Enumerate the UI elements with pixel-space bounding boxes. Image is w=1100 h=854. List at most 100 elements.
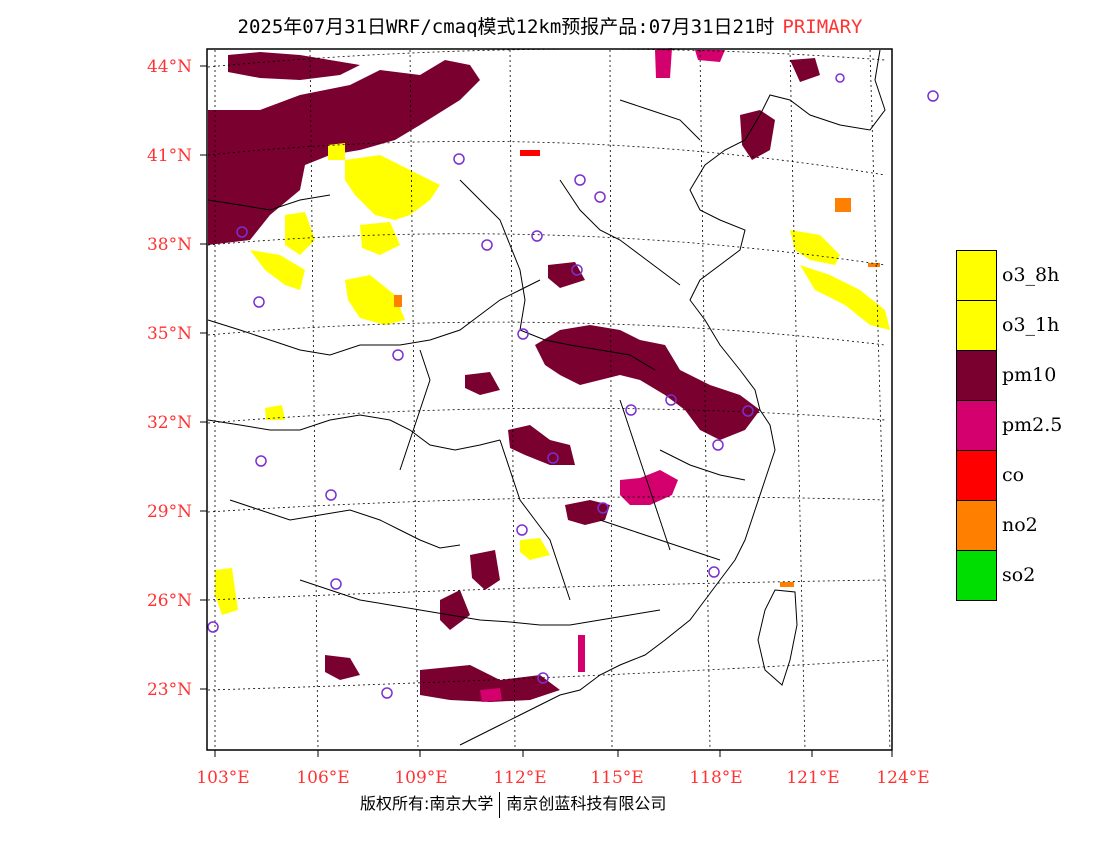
footer-divider	[499, 791, 501, 818]
station-marker	[537, 672, 549, 684]
map-title: 2025年07月31日WRF/cmaq模式12km预报产品:07月31日21时 P…	[0, 12, 1100, 39]
o3-region	[265, 405, 285, 420]
coastline	[459, 49, 886, 746]
legend-label: o3_1h	[1002, 314, 1060, 336]
o3-region	[360, 222, 400, 255]
o3-region	[328, 143, 345, 160]
station-marker	[708, 566, 720, 578]
province-border	[207, 279, 541, 356]
station-marker	[481, 239, 493, 251]
province-border	[207, 194, 331, 211]
o3-region	[215, 568, 238, 615]
lat-label: 26°N	[147, 591, 192, 611]
station-marker	[835, 73, 845, 83]
lon-label: 118°E	[689, 768, 742, 788]
pm10-region	[420, 665, 560, 702]
map-frame	[206, 48, 893, 751]
o3-region	[345, 275, 405, 325]
o3-region	[520, 538, 550, 560]
legend-label: no2	[1002, 514, 1038, 536]
legend-swatch	[956, 450, 997, 501]
station-marker	[255, 455, 267, 467]
title-tag: PRIMARY	[782, 16, 863, 38]
lon-label: 115°E	[590, 768, 643, 788]
copyright-footer: 版权所有:南京大学 南京创蓝科技有限公司	[360, 790, 666, 818]
province-border	[619, 399, 671, 551]
province-border	[459, 179, 526, 331]
pm10-region	[535, 325, 760, 440]
legend-label: pm2.5	[1002, 414, 1063, 436]
legend-swatch	[956, 250, 997, 301]
legend-label: pm10	[1002, 364, 1057, 386]
lon-label: 121°E	[786, 768, 839, 788]
station-marker	[381, 687, 393, 699]
no2-region	[394, 295, 402, 307]
province-border	[599, 519, 721, 561]
lat-label: 35°N	[147, 324, 192, 344]
lat-label: 23°N	[147, 680, 192, 700]
province-border	[207, 414, 501, 451]
pm25-region	[655, 48, 672, 78]
station-marker	[927, 90, 939, 102]
legend-swatch	[956, 400, 997, 451]
station-marker	[547, 452, 559, 464]
lon-label: 103°E	[196, 768, 249, 788]
province-border	[299, 579, 661, 626]
station-marker	[594, 191, 606, 203]
lon-label: 112°E	[493, 768, 546, 788]
province-border	[619, 99, 701, 141]
o3-region	[285, 212, 315, 255]
pm10-region	[548, 262, 585, 288]
lat-label: 29°N	[147, 502, 192, 522]
legend-label: o3_8h	[1002, 264, 1060, 286]
station-marker	[516, 524, 528, 536]
station-marker	[236, 226, 248, 238]
title-main: 2025年07月31日WRF/cmaq模式12km预报产品:07月31日21时	[237, 16, 775, 38]
pollution-fields	[208, 48, 890, 702]
pm10-region	[790, 58, 820, 82]
legend-label: co	[1002, 464, 1025, 486]
co-region	[520, 150, 540, 156]
station-marker	[453, 153, 465, 165]
o3-region	[345, 155, 440, 220]
pm10-region	[228, 52, 360, 80]
lon-labels: 103°E 106°E 109°E 112°E 115°E 118°E 121°…	[196, 768, 929, 788]
province-border	[399, 349, 431, 471]
pm25-region	[695, 50, 725, 62]
lat-labels: 44°N 41°N 38°N 35°N 32°N 29°N 26°N 23°N	[147, 57, 192, 700]
lat-label: 44°N	[147, 57, 192, 77]
lon-label: 109°E	[394, 768, 447, 788]
station-markers	[207, 73, 939, 699]
station-marker	[712, 439, 724, 451]
province-border	[559, 179, 681, 286]
station-marker	[330, 578, 342, 590]
o3-region	[790, 230, 840, 265]
pm25-region	[480, 688, 502, 702]
copyright-right: 南京创蓝科技有限公司	[506, 794, 667, 813]
station-marker	[665, 394, 677, 406]
o3-region	[800, 265, 890, 330]
pm10-region	[325, 655, 360, 680]
pm10-region	[440, 590, 470, 630]
station-marker	[392, 349, 404, 361]
lon-label: 106°E	[296, 768, 349, 788]
station-marker	[207, 621, 219, 633]
station-marker	[574, 174, 586, 186]
pm10-region	[740, 110, 775, 160]
tick-marks	[200, 65, 893, 757]
legend-label: so2	[1002, 564, 1036, 586]
lat-label: 38°N	[147, 235, 192, 255]
taiwan-outline	[757, 589, 798, 686]
pm10-region	[470, 550, 500, 590]
province-border	[229, 499, 461, 549]
province-border	[659, 449, 746, 481]
province-border	[499, 439, 571, 601]
lat-label: 32°N	[147, 413, 192, 433]
no2-region	[780, 582, 794, 587]
lat-label: 41°N	[147, 146, 192, 166]
station-marker	[742, 405, 754, 417]
legend-swatch	[956, 550, 997, 601]
no2-region	[868, 263, 880, 267]
